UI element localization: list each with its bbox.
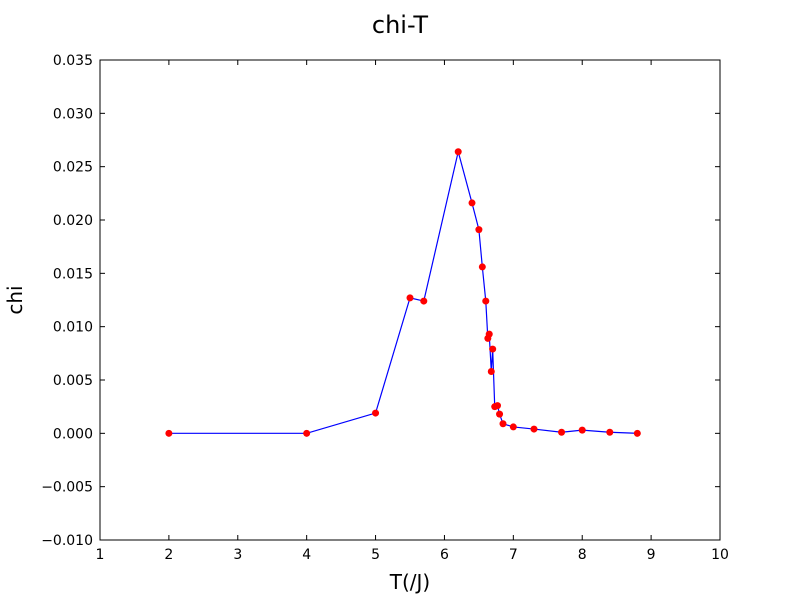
y-tick-label: 0.030	[53, 106, 93, 122]
y-tick-label: 0.020	[53, 213, 93, 229]
data-point	[530, 425, 538, 433]
y-tick-label: −0.010	[41, 533, 93, 549]
series-chi	[165, 148, 641, 437]
data-point	[454, 148, 462, 156]
data-point	[475, 226, 483, 234]
x-tick-label: 2	[164, 547, 173, 563]
x-tick-label: 7	[509, 547, 518, 563]
y-tick-label: 0.035	[53, 53, 93, 69]
y-tick-label: −0.005	[41, 480, 93, 496]
data-point	[165, 429, 173, 437]
x-tick-label: 10	[711, 547, 729, 563]
data-point	[420, 297, 428, 305]
data-point	[406, 294, 414, 302]
x-axis-title: T(/J)	[389, 570, 430, 594]
x-tick-label: 8	[578, 547, 587, 563]
axis-ticks: 1 2 3 4 5 6 7 8 9 10 −0.010 −0.005 0.000 0.005 0.010 0.…	[41, 53, 729, 563]
data-point	[468, 199, 476, 207]
y-tick-label: 0.015	[53, 266, 93, 282]
y-tick-label: 0.025	[53, 160, 93, 176]
data-point	[633, 429, 641, 437]
x-tick-label: 1	[96, 547, 105, 563]
data-point	[303, 429, 311, 437]
data-point	[493, 402, 501, 410]
data-point	[478, 263, 486, 271]
y-tick-label: 0.000	[53, 426, 93, 442]
x-tick-label: 9	[647, 547, 656, 563]
data-point	[489, 345, 497, 353]
x-tick-label: 3	[233, 547, 242, 563]
x-tick-label: 5	[371, 547, 380, 563]
data-point	[485, 330, 493, 338]
chart-title: chi-T	[372, 11, 429, 39]
data-point	[578, 426, 586, 434]
x-tick-label: 6	[440, 547, 449, 563]
data-point	[499, 420, 507, 428]
y-tick-label: 0.005	[53, 373, 93, 389]
data-point	[496, 410, 504, 418]
data-point	[372, 409, 380, 417]
data-point	[606, 428, 614, 436]
data-point	[487, 367, 495, 375]
y-axis-title: chi	[3, 285, 27, 314]
x-tick-label: 4	[302, 547, 311, 563]
data-point	[509, 423, 517, 431]
data-point	[558, 428, 566, 436]
data-point	[482, 297, 490, 305]
y-tick-label: 0.010	[53, 320, 93, 336]
